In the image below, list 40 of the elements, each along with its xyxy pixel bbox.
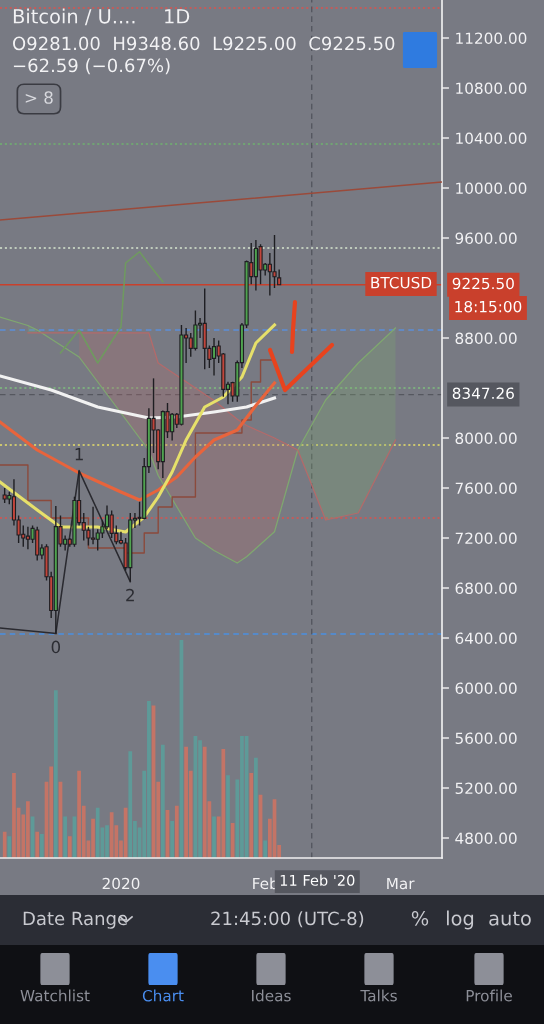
y-tick-label: 6400.00 <box>455 632 517 645</box>
x-tick-label: 2020 <box>102 877 140 890</box>
y-tick-label: 7200.00 <box>455 532 517 545</box>
y-tick-label: 5200.00 <box>455 782 517 795</box>
annotation: 1 <box>75 448 83 461</box>
text: 21:45:00 (UTC-8) <box>211 911 364 928</box>
text: auto <box>489 911 531 926</box>
y-tick-label: 8800.00 <box>455 332 517 345</box>
ref-line-label: 9225.50 <box>452 277 514 290</box>
text: Profile <box>466 989 512 1002</box>
y-tick-label: 4800.00 <box>455 832 517 845</box>
text: Ideas <box>252 989 291 1002</box>
y-tick-label: 8000.00 <box>455 432 517 445</box>
annotation: −62.59 (−0.67%) <box>13 58 170 75</box>
annotation: O9281.00 H9348.60 L9225.00 C9225.50 <box>13 36 395 51</box>
y-tick-label: 7600.00 <box>455 482 517 495</box>
y-tick-label: 10400.00 <box>456 132 527 145</box>
annotation: 2 <box>126 588 134 602</box>
y-tick-label: 6000.00 <box>455 682 517 695</box>
x-tick-label: Mar <box>387 877 415 890</box>
text: Chart <box>142 989 184 1002</box>
text: % <box>411 910 429 926</box>
y-tick-label: 6800.00 <box>455 582 517 595</box>
y-tick-label: 10000.00 <box>456 182 527 195</box>
chart-title: Bitcoin / U.... <box>13 8 135 26</box>
text: Date Range <box>23 911 128 929</box>
ref-line-label: 11 Feb '20 <box>280 874 355 886</box>
text: log <box>447 910 474 930</box>
annotation: > 8 <box>25 91 53 104</box>
text: 18:15:00 <box>455 300 522 313</box>
text: Talks <box>360 989 397 1002</box>
annotation: 0 <box>51 640 61 654</box>
annotation: BTCUSD <box>371 276 432 289</box>
text: Watchlist <box>20 989 90 1002</box>
y-tick-label: 10800.00 <box>456 82 527 95</box>
chart-subtitle: 1D <box>165 9 190 24</box>
y-tick-label: 9600.00 <box>455 232 517 245</box>
ref-line-label: 8347.26 <box>452 387 514 400</box>
y-tick-label: 5600.00 <box>455 732 517 745</box>
y-tick-label: 11200.00 <box>456 32 527 45</box>
